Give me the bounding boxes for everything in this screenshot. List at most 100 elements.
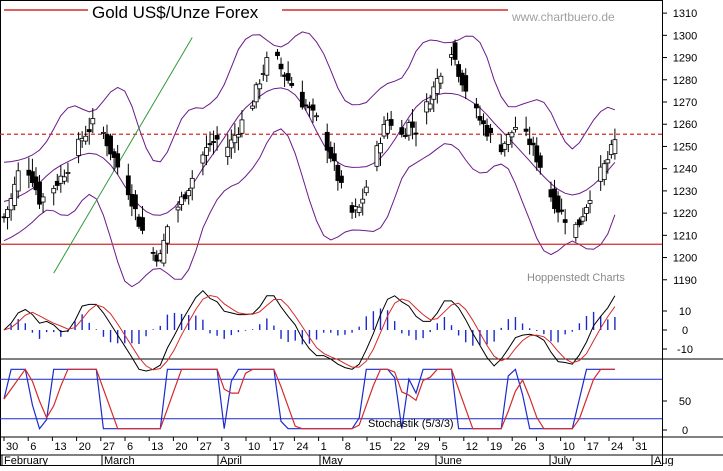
candle-body bbox=[587, 200, 593, 204]
candle-body bbox=[402, 135, 408, 137]
candle-body bbox=[513, 126, 518, 130]
candle-body bbox=[509, 132, 515, 138]
candle-body bbox=[477, 116, 483, 121]
candle-body bbox=[328, 146, 334, 159]
candle-body bbox=[331, 153, 337, 162]
candle-body bbox=[427, 103, 433, 110]
candle-body bbox=[278, 63, 284, 70]
candle-body bbox=[438, 75, 444, 84]
month-label: June bbox=[438, 455, 462, 466]
date-tick-label: 27 bbox=[103, 441, 115, 453]
candle-body bbox=[481, 120, 486, 125]
month-label: Aug bbox=[654, 455, 674, 466]
candle-body bbox=[562, 219, 568, 223]
date-tick-label: 13 bbox=[54, 441, 66, 453]
candle-body bbox=[204, 147, 209, 156]
candle-body bbox=[150, 252, 156, 254]
candle-body bbox=[257, 83, 263, 90]
candle-body bbox=[133, 194, 138, 210]
candle-body bbox=[530, 142, 536, 146]
candle-body bbox=[360, 198, 366, 204]
price-tick-label: 1200 bbox=[673, 253, 697, 265]
stoch-tick-label: 0 bbox=[682, 425, 688, 437]
candle-body bbox=[250, 105, 256, 109]
price-tick-label: 1310 bbox=[673, 8, 697, 20]
candle-body bbox=[363, 186, 369, 194]
month-label: May bbox=[322, 455, 343, 466]
candle-body bbox=[161, 239, 167, 264]
candle-body bbox=[189, 177, 195, 189]
date-tick-label: 24 bbox=[611, 441, 623, 453]
date-tick-label: 31 bbox=[635, 441, 647, 453]
candle-body bbox=[523, 128, 529, 132]
band-lower bbox=[3, 128, 616, 288]
month-label: April bbox=[220, 455, 242, 466]
candle-body bbox=[612, 139, 618, 155]
indicator-label: Stochastik (5/3/3) bbox=[368, 418, 454, 430]
candle-body bbox=[303, 104, 309, 107]
candle-body bbox=[200, 154, 206, 164]
candle-body bbox=[324, 131, 330, 151]
candle-body bbox=[214, 135, 220, 140]
candle-body bbox=[534, 145, 540, 163]
candle-body bbox=[37, 181, 42, 205]
candle-body bbox=[125, 175, 131, 196]
candle-body bbox=[275, 51, 280, 57]
candle-body bbox=[576, 219, 582, 226]
candle-body bbox=[406, 122, 412, 136]
candle-body bbox=[573, 223, 579, 238]
candle-body bbox=[175, 206, 181, 211]
candle-body bbox=[264, 57, 270, 76]
candle-body bbox=[385, 119, 390, 134]
candle-body bbox=[164, 226, 170, 244]
candle-body bbox=[339, 175, 344, 183]
candle-body bbox=[40, 196, 46, 203]
candle-body bbox=[140, 217, 145, 231]
candle-body bbox=[584, 207, 589, 214]
date-tick-label: 15 bbox=[369, 441, 381, 453]
macd-tick-label: 10 bbox=[679, 306, 691, 318]
month-label: July bbox=[552, 455, 572, 466]
candle-body bbox=[456, 64, 462, 77]
price-tick-label: 1190 bbox=[673, 275, 697, 287]
date-tick-label: 3 bbox=[538, 441, 544, 453]
candle-body bbox=[83, 135, 89, 142]
price-tick-label: 1220 bbox=[673, 208, 697, 220]
candle-body bbox=[314, 115, 319, 118]
candle-body bbox=[225, 146, 231, 157]
candle-body bbox=[527, 138, 533, 146]
candle-body bbox=[452, 42, 458, 60]
candle-body bbox=[285, 73, 291, 81]
candle-body bbox=[182, 194, 188, 200]
candle-body bbox=[473, 103, 479, 109]
macd-tick-label: 0 bbox=[682, 325, 688, 337]
price-tick-label: 1280 bbox=[673, 75, 697, 87]
date-tick-label: 20 bbox=[79, 441, 91, 453]
candle-body bbox=[559, 209, 565, 212]
candle-body bbox=[388, 119, 394, 126]
date-tick-label: 22 bbox=[393, 441, 405, 453]
candle-body bbox=[502, 142, 508, 150]
date-tick-label: 29 bbox=[417, 441, 429, 453]
candle-body bbox=[232, 134, 238, 144]
candle-body bbox=[5, 209, 10, 218]
chart-title: Gold US$/Unze Forex bbox=[92, 3, 259, 22]
candle-body bbox=[505, 134, 511, 145]
credit-label: Hoppenstedt Charts bbox=[527, 272, 625, 284]
candle-body bbox=[12, 183, 18, 206]
date-tick-label: 10 bbox=[563, 441, 575, 453]
price-tick-label: 1260 bbox=[673, 119, 697, 131]
candle-body bbox=[413, 132, 419, 135]
macd-signal-line bbox=[3, 294, 616, 371]
candle-body bbox=[335, 164, 341, 181]
date-tick-label: 30 bbox=[6, 441, 18, 453]
candle-body bbox=[186, 190, 192, 197]
candle-body bbox=[374, 145, 380, 167]
candle-body bbox=[115, 153, 121, 168]
macd-tick-label: -10 bbox=[677, 344, 693, 356]
date-tick-label: 27 bbox=[200, 441, 212, 453]
trendline bbox=[53, 37, 193, 274]
candle-body bbox=[399, 127, 405, 135]
